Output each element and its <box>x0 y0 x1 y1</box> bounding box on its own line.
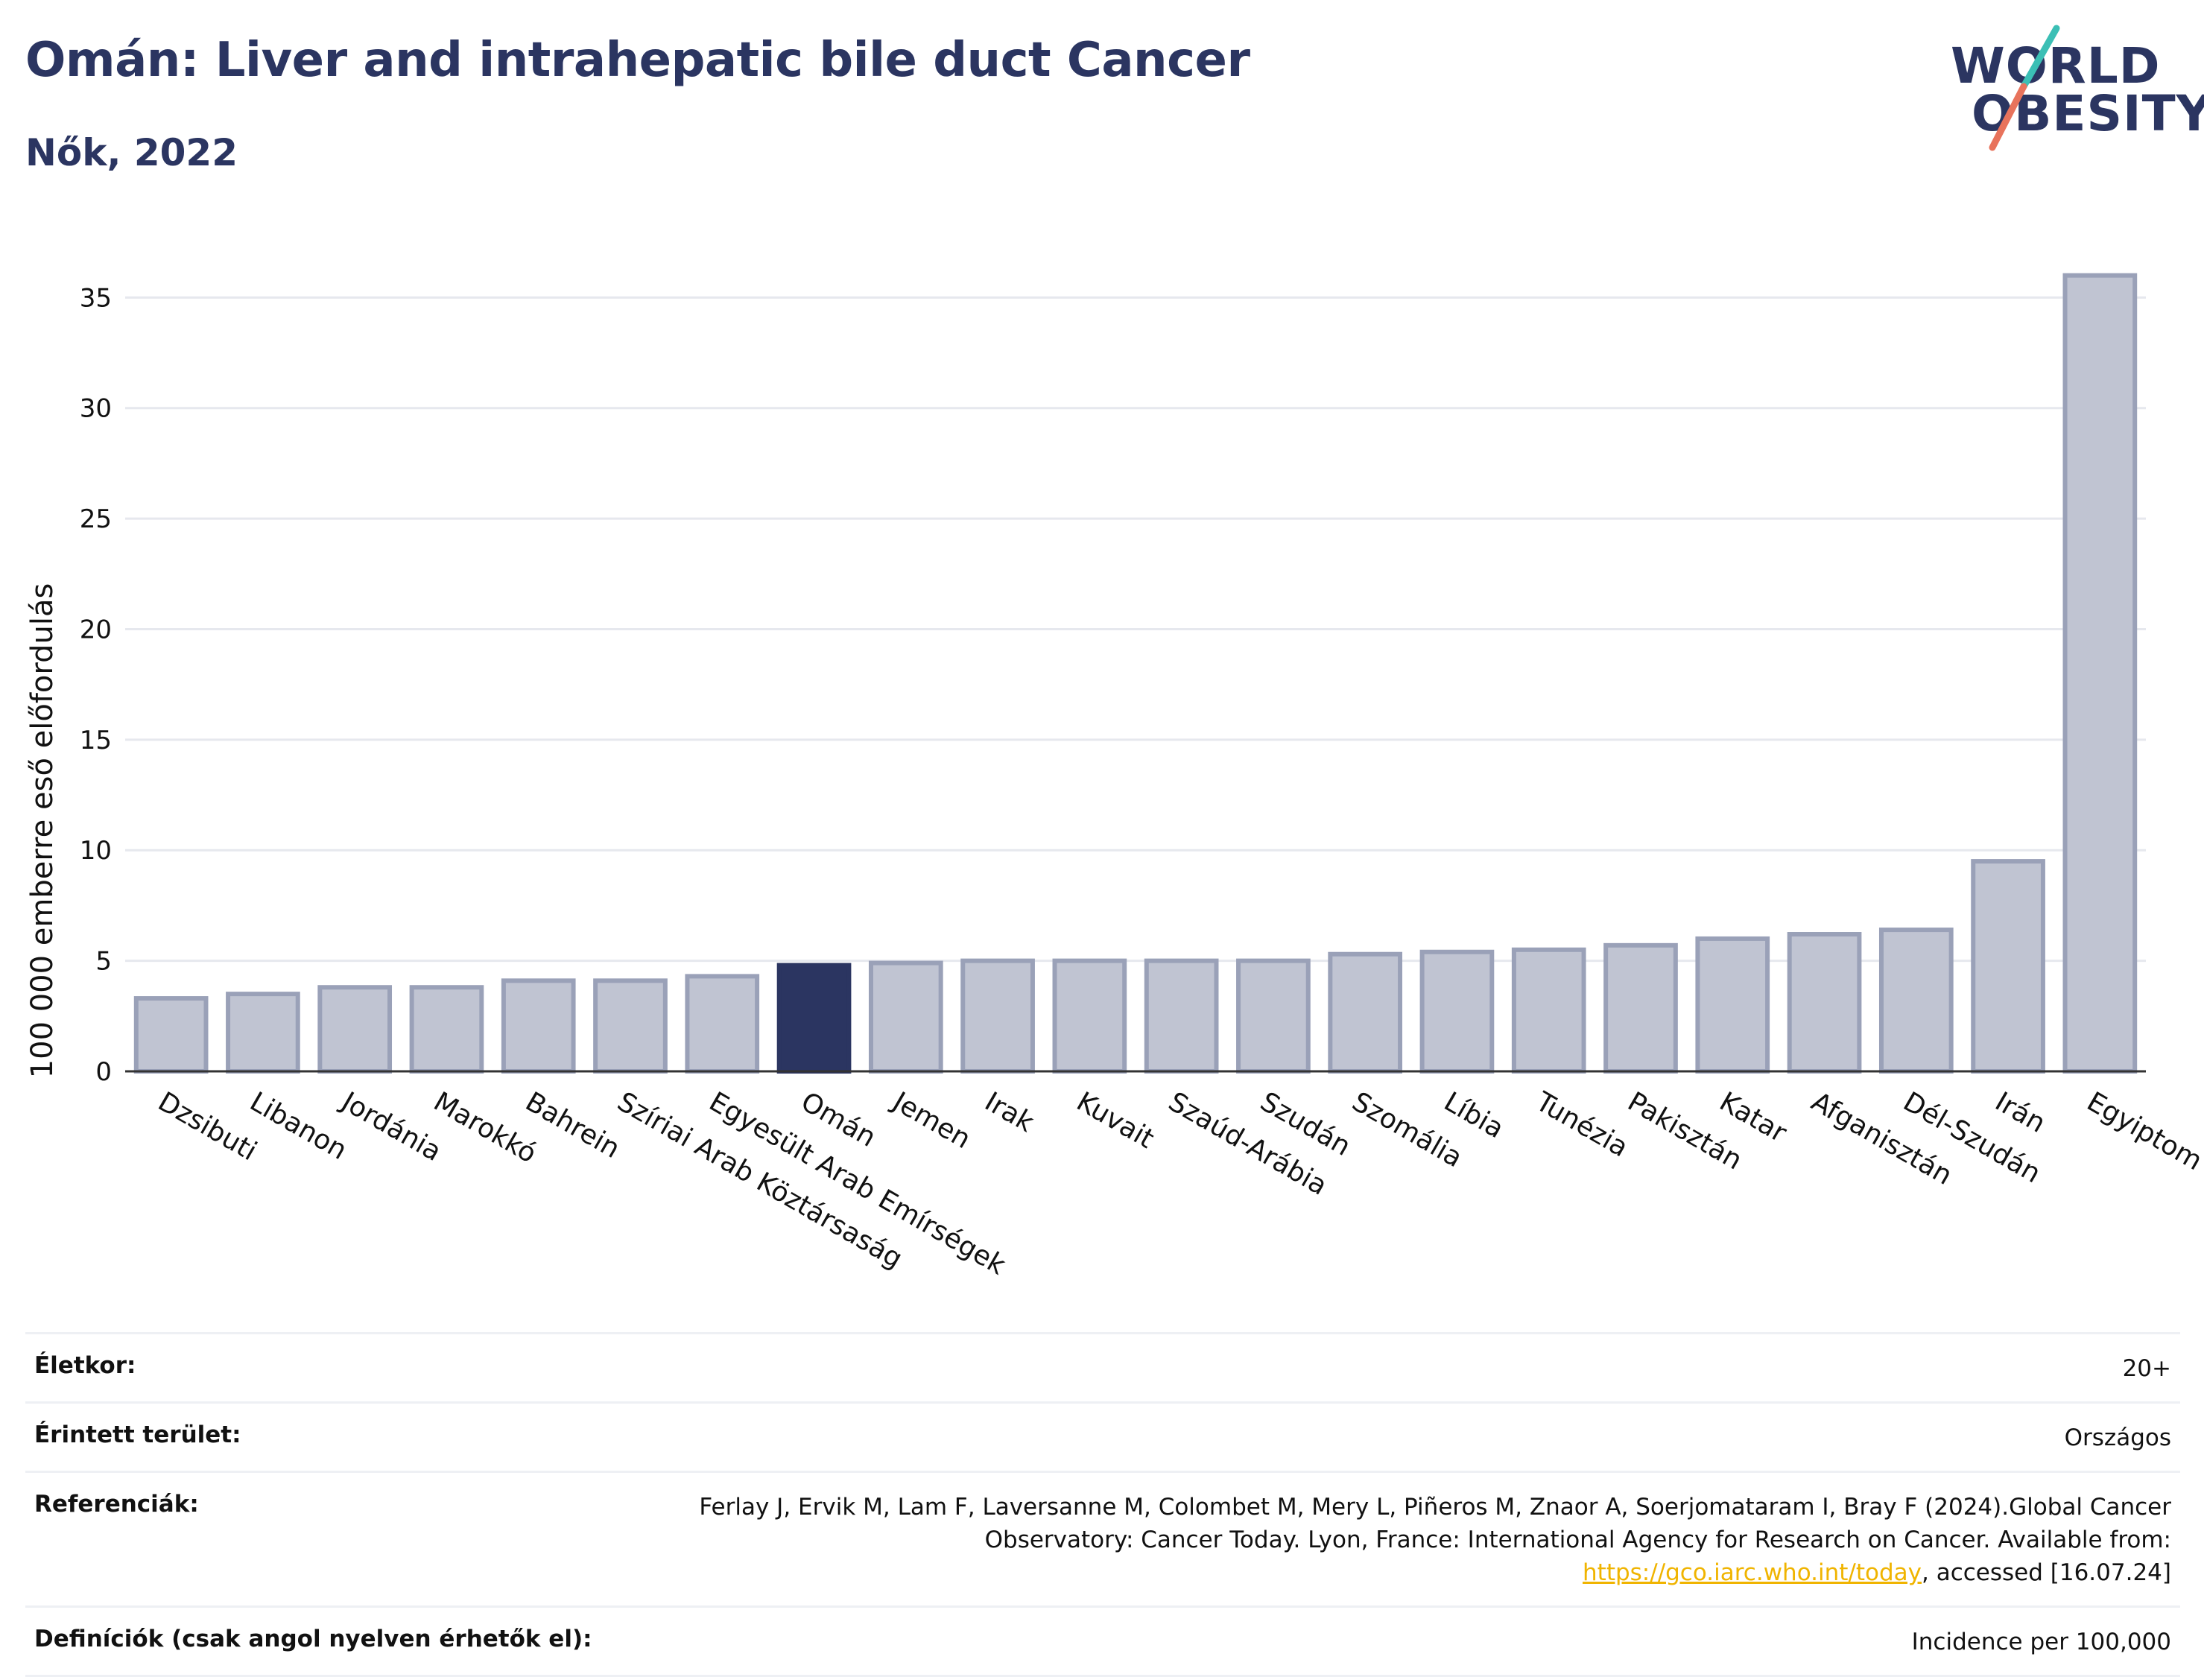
area-value: Országos <box>2064 1424 2171 1451</box>
info-table: Életkor: 20+ Érintett terület: Országos … <box>25 1332 2180 1677</box>
x-tick-label: Líbia <box>1439 1086 1509 1144</box>
bar-líbia[interactable] <box>1419 949 1495 1074</box>
bar-egyiptom[interactable] <box>2062 273 2138 1074</box>
world-obesity-logo: WORLD OBESITY <box>1945 22 2204 156</box>
chart-subtitle: Nők, 2022 <box>25 131 238 174</box>
area-label: Érintett terület: <box>34 1421 241 1448</box>
x-tick-label: Irak <box>980 1086 1039 1138</box>
definitions-value: Incidence per 100,000 <box>1911 1629 2171 1655</box>
x-tick-label: Marokkó <box>428 1086 542 1169</box>
references-label: Referenciák: <box>34 1491 199 1518</box>
y-tick-label: 10 <box>80 836 112 866</box>
x-tick-label: Irán <box>1990 1086 2051 1139</box>
age-label: Életkor: <box>34 1352 136 1379</box>
y-tick-label: 0 <box>95 1057 112 1087</box>
bar-irak[interactable] <box>960 958 1035 1074</box>
bar-libanon[interactable] <box>226 992 300 1074</box>
grid-lines <box>125 296 2146 963</box>
bar-szomália[interactable] <box>1328 951 1403 1074</box>
y-tick-label: 30 <box>80 394 112 424</box>
chart-title: Omán: Liver and intrahepatic bile duct C… <box>25 33 1250 88</box>
bar-katar[interactable] <box>1695 936 1770 1074</box>
bars <box>133 273 2138 1074</box>
x-tick-label: Dzsibuti <box>153 1086 262 1167</box>
bar-tunézia[interactable] <box>1511 947 1586 1074</box>
x-tick-label: Bahrein <box>520 1086 624 1164</box>
y-tick-label: 20 <box>80 615 112 644</box>
bar-szíriai-arab-köztársaság[interactable] <box>593 978 668 1074</box>
y-tick-label: 35 <box>80 283 112 313</box>
bar-afganisztán[interactable] <box>1787 932 1862 1074</box>
x-tick-label: Szaúd-Arábia <box>1163 1086 1332 1202</box>
definitions-label: Definíciók (csak angol nyelven érhetők e… <box>34 1626 592 1652</box>
x-tick-label: Kuvait <box>1071 1086 1159 1155</box>
axes: 0 5 10 15 20 25 30 35 DzsibutiLibanonJordániaMar… <box>80 283 2204 1281</box>
references-value: Ferlay J, Ervik M, Lam F, Laversanne M, … <box>644 1491 2171 1589</box>
info-row-references: Referenciák: Ferlay J, Ervik M, Lam F, L… <box>25 1471 2180 1605</box>
bar-irán[interactable] <box>1971 859 2045 1074</box>
bar-jordánia[interactable] <box>317 985 393 1074</box>
x-tick-label: Libanon <box>244 1086 352 1166</box>
y-tick-label: 5 <box>95 947 112 977</box>
info-row-age: Életkor: 20+ <box>25 1332 2180 1401</box>
bar-bahrein[interactable] <box>501 978 576 1074</box>
y-tick-label: 15 <box>80 726 112 755</box>
bar-pakisztán[interactable] <box>1603 942 1678 1074</box>
bar-chart: 0 5 10 15 20 25 30 35 DzsibutiLibanonJordániaMar… <box>25 273 2204 1281</box>
bar-omán[interactable] <box>776 963 852 1074</box>
bar-kuvait[interactable] <box>1052 958 1127 1074</box>
references-text: Ferlay J, Ervik M, Lam F, Laversanne M, … <box>699 1494 2171 1553</box>
logo-text-line1: WORLD <box>1951 37 2161 95</box>
bar-egyesült-arab-emírségek[interactable] <box>685 974 760 1074</box>
bar-jemen[interactable] <box>868 960 943 1074</box>
y-axis-title: 100 000 emberre eső előfordulás <box>25 583 60 1079</box>
x-tick-label: Tunézia <box>1530 1086 1633 1164</box>
bar-szudán[interactable] <box>1236 958 1311 1074</box>
bar-dzsibuti[interactable] <box>133 996 209 1074</box>
x-tick-label: Jordánia <box>335 1085 446 1167</box>
info-row-area: Érintett terület: Országos <box>25 1401 2180 1471</box>
bar-szaúd-arábia[interactable] <box>1144 958 1219 1074</box>
logo-slash-icon <box>1989 25 2060 151</box>
info-row-definitions: Definíciók (csak angol nyelven érhetők e… <box>25 1605 2180 1677</box>
y-tick-label: 25 <box>80 504 112 534</box>
x-tick-label: Jemen <box>887 1085 976 1155</box>
x-tick-label: Egyiptom <box>2082 1086 2204 1176</box>
bar-dél-szudán[interactable] <box>1878 928 1954 1074</box>
age-value: 20+ <box>2122 1355 2171 1382</box>
references-link[interactable]: https://gco.iarc.who.int/today <box>1583 1559 1922 1586</box>
references-accessed: , accessed [16.07.24] <box>1921 1559 2171 1586</box>
bar-marokkó[interactable] <box>409 985 484 1074</box>
